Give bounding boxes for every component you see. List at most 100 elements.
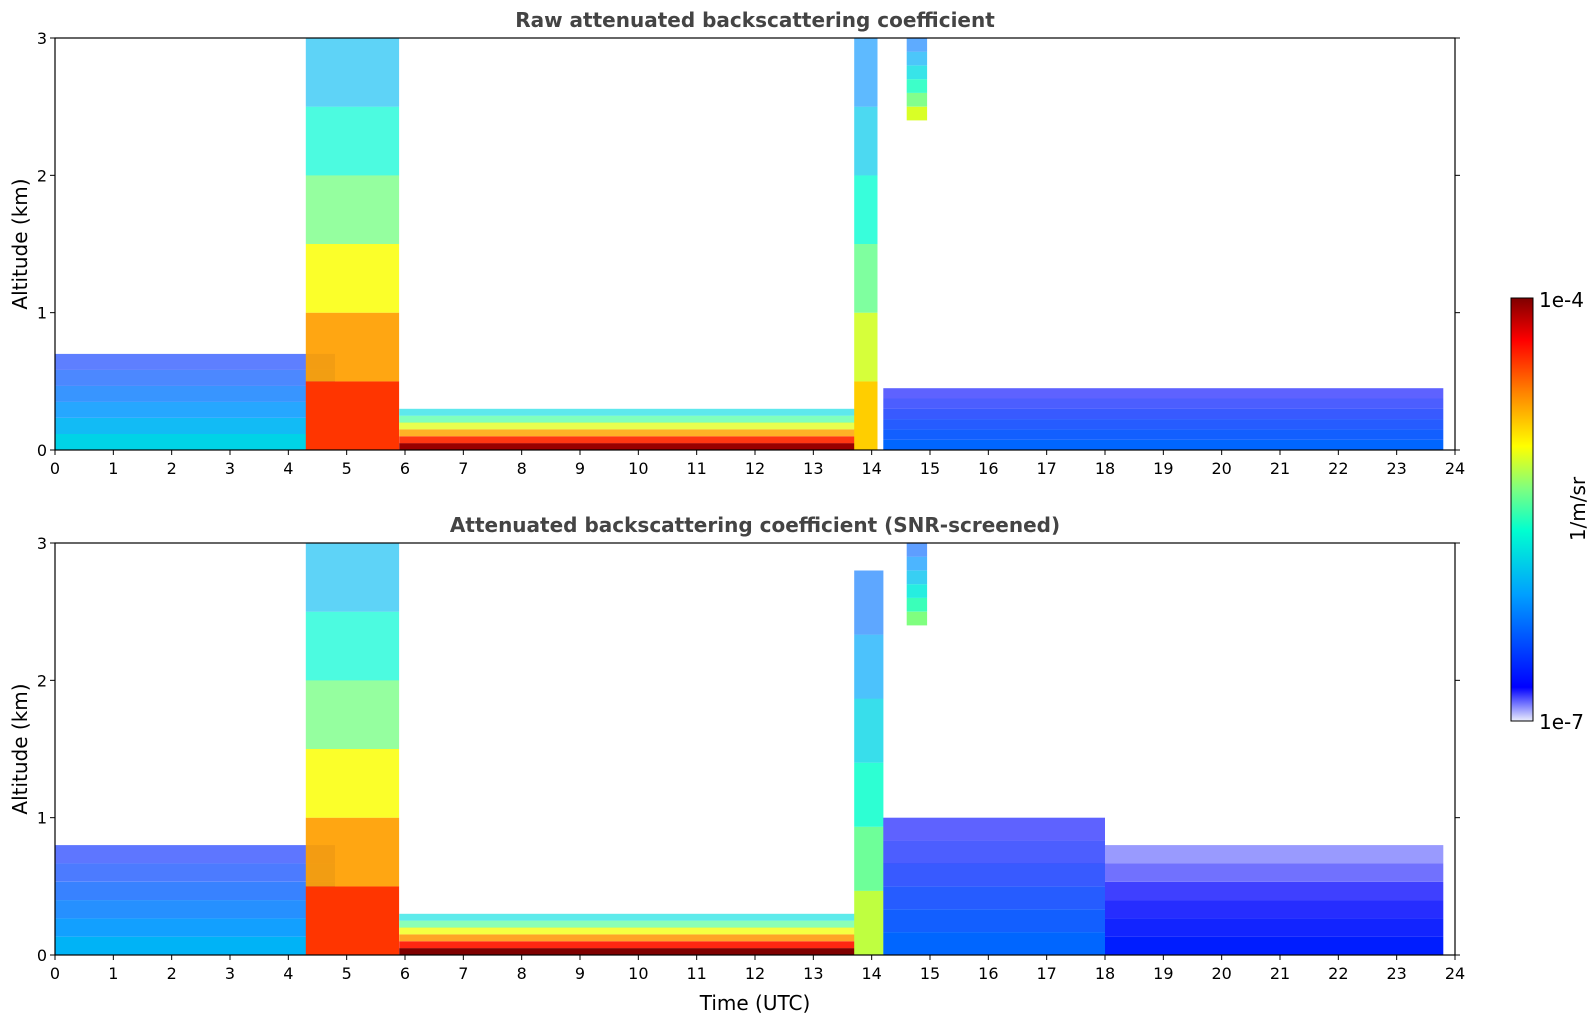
heatmap-cell (1105, 845, 1444, 864)
colorbar-max-label: 1e-4 (1539, 288, 1584, 312)
y-axis: 0 1 2 3 (37, 29, 1460, 460)
y-tick-label: 2 (37, 166, 47, 185)
heatmap-cell (1105, 900, 1444, 919)
heatmap-cell (883, 439, 1444, 450)
heatmap-cell (906, 570, 928, 585)
x-tick-label: 19 (1153, 964, 1173, 983)
heatmap-cell (399, 443, 866, 450)
x-tick-label: 15 (920, 459, 940, 478)
x-tick-label: 1 (108, 459, 118, 478)
chart-title: Attenuated backscattering coefficient (S… (450, 513, 1060, 537)
chart-title: Raw attenuated backscattering coefficien… (515, 8, 995, 32)
colorbar-unit-label: 1/m/sr (1566, 476, 1590, 541)
heatmap-cell (854, 106, 878, 176)
heatmap-cell (854, 38, 878, 107)
x-tick-label: 10 (628, 964, 648, 983)
x-tick-label: 18 (1095, 459, 1115, 478)
heatmap-cell (854, 890, 884, 955)
heatmap-cell (305, 312, 400, 382)
y-axis-label: Altitude (km) (8, 683, 32, 814)
x-tick-label: 0 (50, 964, 60, 983)
heatmap-cell (399, 934, 866, 942)
panel-raw: Raw attenuated backscattering coefficien… (8, 8, 1465, 478)
heatmap-cell (55, 936, 335, 955)
heatmap-cell (883, 408, 1444, 420)
heatmap-cell (305, 680, 400, 749)
heatmap-cell (906, 556, 928, 571)
heatmap-cell (883, 429, 1444, 440)
heatmap-cell (399, 422, 866, 430)
heatmap-cell (854, 570, 884, 635)
heatmap-cell (854, 634, 884, 699)
x-tick-label: 13 (803, 964, 823, 983)
heatmap-cell (906, 51, 928, 66)
heatmap-cell (399, 408, 866, 416)
heatmap-cell (1105, 881, 1444, 901)
heatmap-cell (883, 817, 1105, 841)
heatmap-cell (305, 611, 400, 681)
x-tick-label: 22 (1328, 964, 1348, 983)
heatmap-cell (55, 863, 335, 882)
heatmap-cell (883, 840, 1105, 864)
y-axis-label: Altitude (km) (8, 178, 32, 309)
x-tick-label: 22 (1328, 459, 1348, 478)
heatmap-cell (55, 900, 335, 919)
x-tick-label: 9 (575, 459, 585, 478)
heatmap-cell (883, 932, 1105, 955)
x-axis-label: Time (UTC) (699, 991, 811, 1015)
x-tick-label: 14 (861, 459, 881, 478)
y-axis: 0 1 2 3 (37, 534, 1460, 965)
heatmap-cell (55, 353, 335, 370)
heatmap-cell (906, 106, 928, 121)
heatmap-cell (305, 886, 400, 955)
heatmap-cell (854, 244, 878, 313)
x-tick-label: 0 (50, 459, 60, 478)
x-tick-label: 2 (167, 964, 177, 983)
x-tick-label: 20 (1211, 964, 1231, 983)
x-tick-label: 11 (686, 459, 706, 478)
y-tick-label: 1 (37, 304, 47, 323)
y-tick-label: 0 (37, 441, 47, 460)
x-tick-label: 2 (167, 459, 177, 478)
heatmap-cell (854, 698, 884, 763)
heatmap-cell (1105, 936, 1444, 955)
heatmap-cell (906, 65, 928, 80)
x-tick-label: 8 (517, 459, 527, 478)
heatmap-cells (55, 543, 1444, 955)
x-tick-label: 6 (400, 964, 410, 983)
heatmap-cell (1105, 918, 1444, 937)
x-tick-label: 3 (225, 459, 235, 478)
heatmap-cell (906, 584, 928, 598)
x-tick-label: 7 (458, 459, 468, 478)
heatmap-cell (906, 79, 928, 93)
heatmap-cell (906, 611, 928, 626)
heatmap-cell (305, 817, 400, 887)
heatmap-cell (305, 381, 400, 450)
heatmap-cell (399, 436, 866, 444)
heatmap-cell (55, 434, 335, 450)
heatmap-cell (305, 106, 400, 176)
heatmap-cell (854, 381, 878, 450)
heatmap-cell (883, 886, 1105, 910)
heatmap-cell (305, 38, 400, 107)
y-tick-label: 0 (37, 946, 47, 965)
colorbar-gradient (1510, 297, 1534, 722)
heatmap-cell (55, 845, 335, 864)
x-tick-label: 13 (803, 459, 823, 478)
x-axis: 0 1 2 3 4 5 6 7 8 9 10 11 12 13 14 15 16 17 18 19 20 21 22 23 24 (50, 955, 1465, 983)
heatmap-cell (854, 762, 884, 827)
x-tick-label: 16 (978, 459, 998, 478)
heatmap-cell (883, 419, 1444, 430)
heatmap-cell (305, 175, 400, 244)
heatmap-cell (399, 927, 866, 935)
heatmap-cell (906, 38, 928, 52)
panel-snr-screened: Attenuated backscattering coefficient (S… (8, 513, 1465, 1015)
heatmap-cell (399, 913, 866, 921)
heatmap-cell (55, 369, 335, 386)
heatmap-cell (305, 244, 400, 313)
colorbar-min-label: 1e-7 (1539, 710, 1584, 734)
heatmap-cell (399, 920, 866, 928)
heatmap-cell (55, 385, 335, 402)
x-tick-label: 12 (745, 459, 765, 478)
x-tick-label: 8 (517, 964, 527, 983)
